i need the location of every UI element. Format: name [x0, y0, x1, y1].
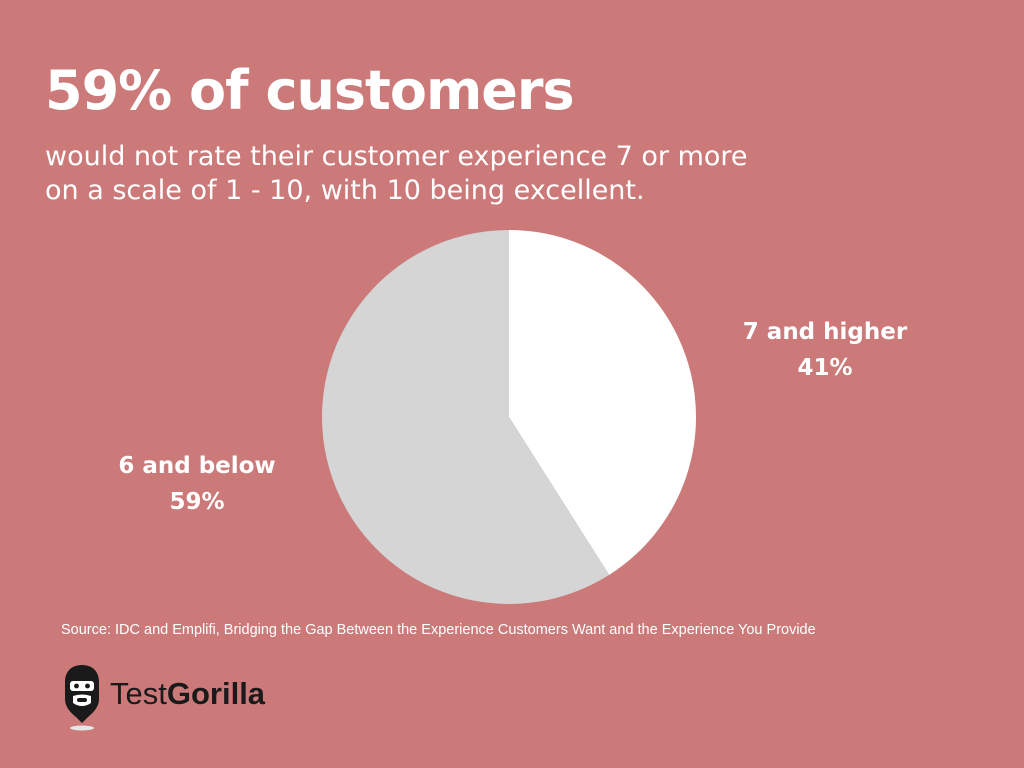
- slice-label-name: 6 and below: [118, 453, 276, 479]
- testgorilla-logo[interactable]: TestGorilla: [62, 662, 265, 732]
- pie-slice-6-and-below: [322, 230, 610, 604]
- logo-text: TestGorilla: [110, 676, 266, 711]
- subtitle: would not rate their customer experience…: [45, 140, 748, 208]
- slice-label-value: 41%: [797, 355, 853, 381]
- slice-label-name: 7 and higher: [742, 319, 908, 345]
- slice-label-6-and-below: 6 and below 59%: [92, 448, 302, 520]
- source-citation: Source: IDC and Emplifi, Bridging the Ga…: [61, 622, 816, 638]
- slice-label-value: 59%: [169, 489, 225, 515]
- gorilla-icon: [65, 665, 99, 731]
- slice-label-7-and-higher: 7 and higher 41%: [720, 314, 930, 386]
- headline: 59% of customers: [45, 59, 575, 122]
- subtitle-line-2: on a scale of 1 - 10, with 10 being exce…: [45, 175, 645, 206]
- pie-slice-7-and-higher: [509, 230, 697, 575]
- subtitle-line-1: would not rate their customer experience…: [45, 141, 748, 172]
